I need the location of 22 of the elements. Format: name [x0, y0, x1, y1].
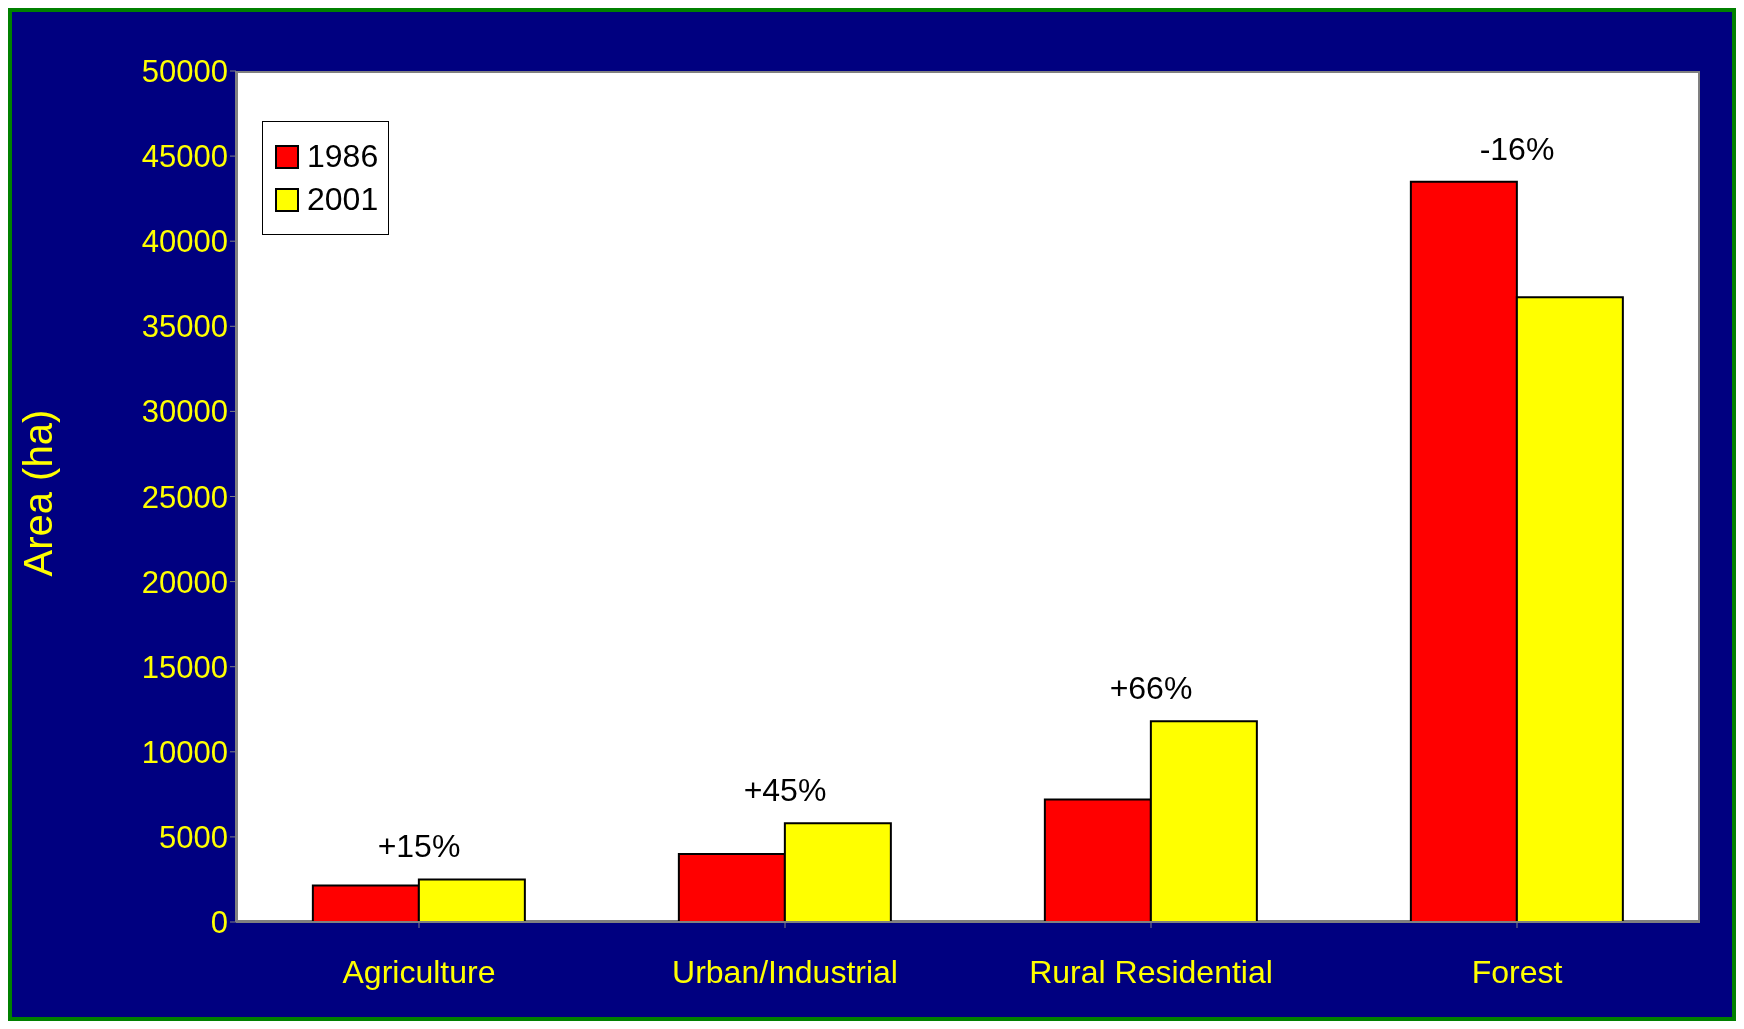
- y-tick-label: 5000: [159, 819, 228, 855]
- y-tick-label: 20000: [141, 564, 228, 600]
- y-tick-label: 30000: [141, 394, 228, 430]
- y-axis-title: Area (ha): [16, 409, 61, 577]
- annotation: -16%: [1479, 130, 1555, 167]
- y-tick-label: 40000: [141, 224, 228, 260]
- y-tick-label: 45000: [141, 139, 228, 175]
- x-tick-label: Rural Residential: [1029, 953, 1273, 990]
- y-tick-label: 25000: [141, 479, 228, 515]
- annotation: +15%: [377, 828, 461, 865]
- annotation: +66%: [1109, 670, 1193, 707]
- x-tick-label: Forest: [1471, 953, 1563, 990]
- y-tick-label: 15000: [141, 649, 228, 685]
- x-tick-label: Agriculture: [342, 953, 496, 990]
- y-tick-label: 35000: [141, 309, 228, 345]
- y-tick-label: 10000: [141, 734, 228, 770]
- legend-label: 1986: [307, 138, 379, 175]
- legend-label: 2001: [307, 181, 379, 218]
- annotation: +45%: [743, 772, 827, 809]
- y-tick-label: 0: [210, 905, 228, 941]
- x-tick-label: Urban/Industrial: [672, 953, 898, 990]
- y-tick-label: 50000: [141, 54, 228, 89]
